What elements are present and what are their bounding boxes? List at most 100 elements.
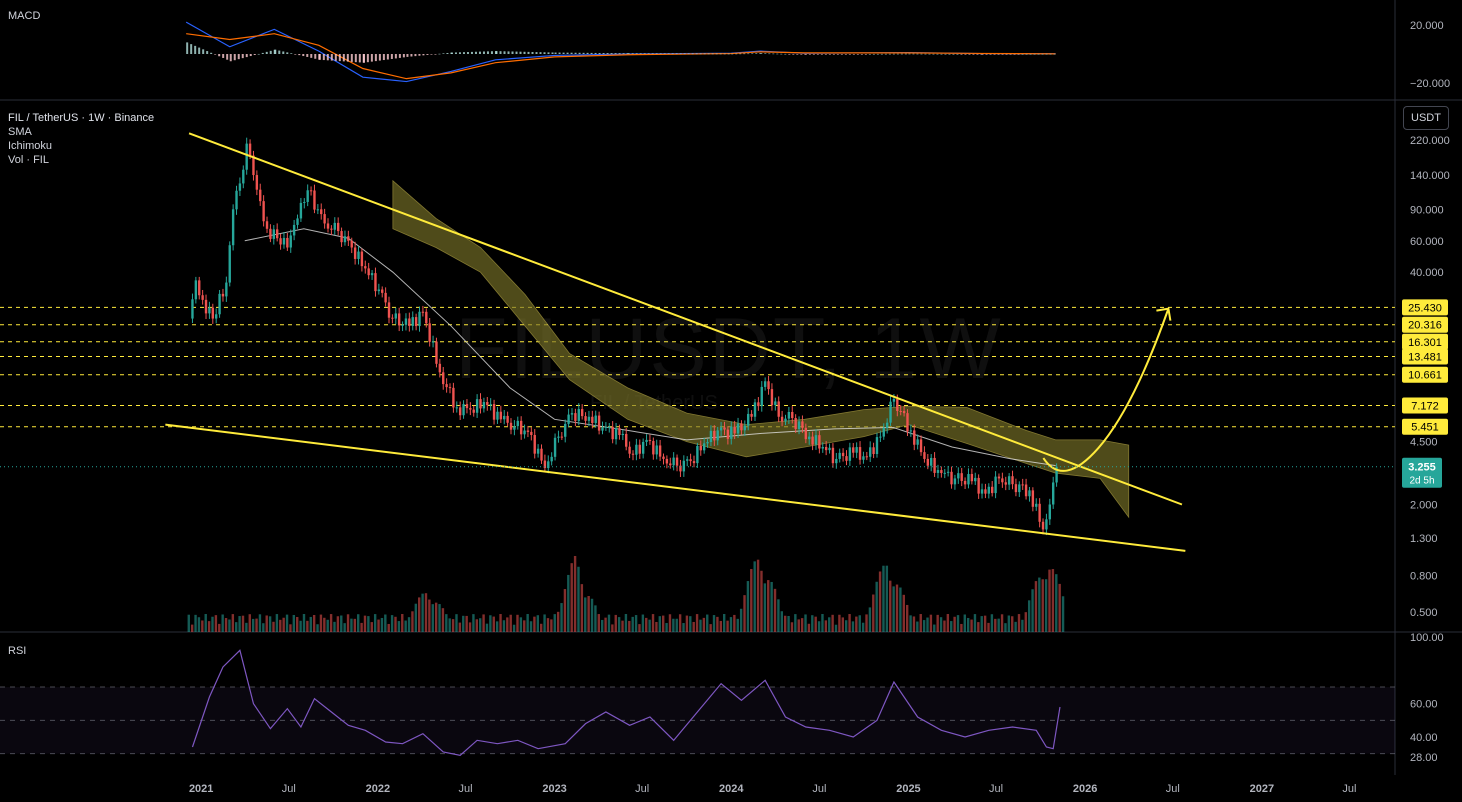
volume-bar — [990, 614, 994, 632]
candle-body — [191, 299, 194, 319]
macd-histogram-bar — [290, 53, 293, 54]
volume-bar — [695, 614, 699, 632]
macd-histogram-bar — [322, 54, 325, 61]
volume-bar — [977, 622, 980, 632]
candle-body — [262, 201, 265, 222]
macd-histogram-bar — [523, 51, 526, 54]
candle-body — [567, 414, 570, 424]
macd-histogram-bar — [578, 52, 581, 54]
macd-axis-label: −20.000 — [1410, 78, 1450, 90]
candle-body — [1035, 503, 1038, 507]
macd-histogram-bar — [574, 52, 577, 54]
legend-indicator-sma[interactable]: SMA — [8, 126, 32, 138]
macd-histogram-bar — [808, 54, 811, 55]
candle-body — [540, 448, 543, 461]
candle-body — [208, 307, 211, 314]
candle-body — [730, 426, 733, 439]
macd-histogram-bar — [663, 53, 666, 55]
volume-bar — [231, 614, 235, 632]
volume-bar — [916, 621, 919, 632]
legend-indicator-volume[interactable]: Vol · FIL — [8, 154, 49, 166]
candle-body — [889, 401, 892, 423]
candle-body — [323, 214, 326, 224]
macd-histogram-bar — [334, 54, 337, 61]
macd-histogram-bar — [828, 54, 831, 55]
macd-histogram-bar — [1053, 53, 1056, 55]
macd-histogram-bar — [547, 52, 550, 54]
candle-body — [269, 228, 272, 239]
volume-bar — [739, 608, 743, 632]
volume-bar — [529, 621, 533, 632]
volume-bar — [485, 623, 489, 632]
candle-body — [791, 411, 794, 419]
volume-bar — [1024, 612, 1027, 632]
time-tick-label: Jul — [458, 783, 472, 795]
volume-bar — [546, 618, 550, 632]
candle-body — [570, 413, 574, 415]
volume-bar — [465, 615, 468, 632]
currency-unit-button[interactable]: USDT — [1403, 106, 1449, 130]
volume-bar — [438, 604, 441, 632]
macd-histogram-bar — [788, 54, 791, 55]
candle-body — [1011, 476, 1014, 485]
candle-body — [194, 280, 198, 300]
candle-body — [377, 289, 381, 292]
macd-histogram-bar — [764, 53, 767, 54]
volume-bar — [682, 623, 685, 632]
volume-bar — [641, 614, 645, 632]
rsi-pane-label: RSI — [8, 645, 27, 657]
candle-body — [770, 389, 774, 406]
macd-histogram-bar — [796, 54, 799, 55]
volume-bar — [414, 603, 418, 632]
volume-bar — [343, 623, 346, 632]
candle-body — [557, 436, 560, 438]
candle-body — [763, 381, 767, 387]
volume-bar — [387, 623, 390, 632]
macd-histogram-bar — [434, 54, 437, 55]
volume-bar — [482, 614, 485, 632]
volume-bar — [458, 622, 462, 632]
macd-histogram-bar — [707, 53, 710, 55]
volume-bar — [794, 614, 797, 632]
candle-body — [784, 418, 787, 422]
candle-body — [201, 295, 204, 300]
candle-body — [974, 477, 977, 482]
candle-body — [499, 411, 503, 420]
candle-body — [387, 302, 391, 318]
candle-body — [675, 457, 679, 466]
volume-bar — [838, 614, 841, 632]
candle-body — [506, 415, 509, 423]
horizontal-level-badge — [1402, 348, 1448, 365]
candle-body — [638, 444, 641, 454]
legend-indicator-ichimoku[interactable]: Ichimoku — [8, 140, 53, 152]
macd-histogram-bar — [900, 53, 903, 55]
macd-histogram-bar — [727, 53, 730, 55]
macd-histogram-bar — [458, 52, 461, 54]
candle-body — [841, 452, 845, 457]
volume-bar — [346, 614, 350, 632]
candle-body — [1051, 482, 1055, 505]
volume-bar — [777, 599, 780, 632]
candle-body — [425, 311, 428, 324]
volume-bar — [814, 616, 817, 632]
candle-body — [360, 251, 364, 267]
candle-body — [316, 209, 320, 211]
macd-histogram-bar — [1021, 53, 1024, 55]
volume-bar — [282, 617, 285, 632]
volume-bar — [892, 586, 895, 632]
macd-histogram-bar — [598, 52, 601, 54]
symbol-line[interactable]: FIL / TetherUS · 1W · Binance — [8, 112, 155, 124]
candle-body — [235, 190, 238, 210]
volume-bar — [455, 614, 458, 632]
macd-histogram-bar — [985, 54, 988, 55]
macd-histogram-bar — [202, 49, 205, 54]
volume-bar — [648, 619, 651, 632]
macd-histogram-bar — [531, 51, 534, 54]
volume-bar — [506, 617, 509, 632]
macd-histogram-bar — [824, 54, 827, 55]
macd-histogram-bar — [499, 51, 502, 54]
candle-body — [211, 307, 214, 319]
candle-body — [401, 324, 404, 326]
candle-body — [919, 439, 923, 453]
